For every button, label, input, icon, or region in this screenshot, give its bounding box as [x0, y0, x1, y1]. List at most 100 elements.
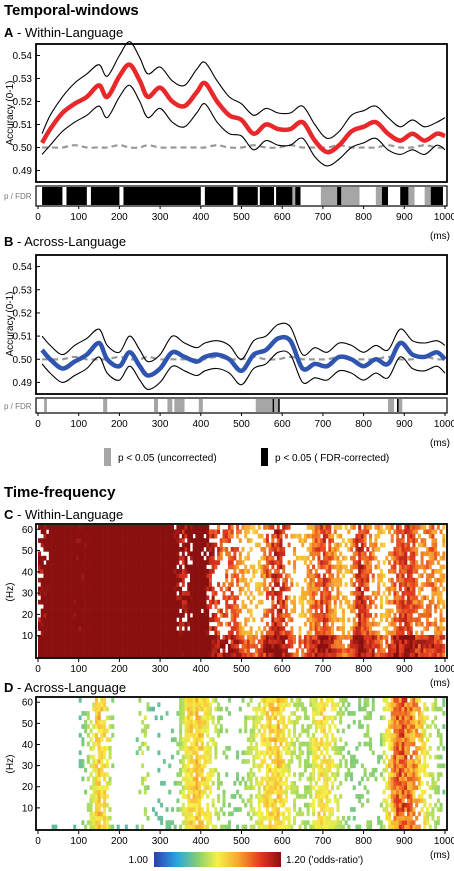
panel-c-cell [398, 529, 402, 535]
panel-d-cell [314, 711, 318, 716]
panel-c-cell [298, 635, 302, 640]
panel-c-cell [363, 613, 367, 618]
panel-d-cell [279, 772, 283, 777]
panel-d-cell [293, 711, 297, 716]
panel-d-cell [331, 737, 335, 742]
panel-b-xtick-label: 900 [396, 419, 413, 430]
panel-d-cell [244, 724, 248, 729]
panel-c-cell [108, 547, 112, 552]
panel-c-cell [189, 635, 193, 640]
panel-c-cell [92, 582, 96, 587]
panel-c-cell [89, 648, 93, 653]
panel-d-cell [252, 737, 256, 742]
panel-c-cell [415, 551, 419, 557]
panel-c-cell [78, 630, 82, 636]
panel-c-cell [100, 608, 104, 614]
panel-c-cell [369, 569, 373, 574]
panel-c-cell [130, 617, 134, 623]
panel-d-cell [252, 728, 256, 734]
panel-c-cell [415, 599, 419, 605]
panel-c-cell [279, 564, 283, 570]
panel-c-cell [284, 613, 288, 618]
panel-c-cell [439, 573, 443, 579]
panel-c-cell [436, 551, 440, 557]
panel-c-cell [379, 599, 383, 605]
panel-d-cell [103, 772, 107, 777]
panel-c-cell [94, 555, 98, 561]
panel-c-cell [187, 595, 191, 601]
panel-d-cell [301, 820, 305, 825]
panel-c-cell [105, 639, 109, 645]
panel-c-cell [249, 639, 253, 645]
panel-c-cell [89, 564, 93, 570]
panel-c-cell [290, 643, 294, 649]
panel-c-cell [173, 582, 177, 587]
panel-d-cell [195, 811, 199, 817]
panel-c-cell [160, 626, 164, 631]
panel-c-cell [206, 630, 210, 636]
panel-d-cell [138, 746, 142, 751]
panel-c-cell [208, 617, 212, 623]
panel-d-cell [100, 737, 104, 742]
panel-c-cell [100, 626, 104, 631]
panel-d-cell [143, 732, 147, 738]
panel-c-cell [157, 599, 161, 605]
panel-c-cell [358, 630, 362, 636]
panel-c-cell [236, 621, 240, 627]
panel-d-cell [219, 824, 223, 830]
panel-c-cell [54, 613, 58, 618]
panel-d-cell [105, 772, 109, 777]
panel-c-cell [436, 599, 440, 605]
panel-c-cell [108, 595, 112, 601]
panel-c-cell [423, 626, 427, 631]
panel-c-cell [165, 533, 169, 539]
panel-c-cell [100, 630, 104, 636]
panel-c-cell [59, 538, 63, 543]
panel-c-cell [442, 577, 446, 583]
panel-c-cell [105, 525, 109, 530]
panel-d-cell [268, 802, 272, 808]
panel-c-cell [168, 617, 172, 623]
panel-c-cell [271, 630, 275, 636]
panel-d-cell [198, 754, 202, 760]
panel-c-cell [320, 547, 324, 552]
panel-c-cell [385, 599, 389, 605]
panel-c-cell [227, 621, 231, 627]
panel-c-cell [154, 635, 158, 640]
panel-c-cell [195, 560, 199, 565]
panel-c-cell [428, 533, 432, 539]
panel-d-cell [165, 824, 169, 830]
panel-c-cell [322, 652, 326, 658]
panel-d-cell [328, 776, 332, 782]
panel-d-cell [260, 820, 264, 825]
panel-c-cell [165, 608, 169, 614]
panel-d-cell [303, 794, 307, 799]
panel-c-cell [124, 577, 128, 583]
panel-c-cell [325, 652, 329, 658]
panel-c-cell [355, 630, 359, 636]
panel-c-cell [132, 599, 136, 605]
panel-c-cell [325, 529, 329, 535]
panel-c-cell [97, 643, 101, 649]
panel-d-cell [274, 741, 278, 747]
panel-d-cell [219, 706, 223, 712]
panel-c-cell [78, 639, 82, 645]
panel-d-cell [208, 785, 212, 790]
panel-c-cell [271, 604, 275, 609]
panel-c-cell [336, 617, 340, 623]
panel-d-cell [173, 780, 177, 786]
panel-c-cell [407, 582, 411, 587]
panel-c-cell [200, 595, 204, 601]
panel-c-cell [51, 569, 55, 574]
panel-c-cell [358, 529, 362, 535]
panel-c-cell [320, 608, 324, 614]
panel-c-cell [246, 595, 250, 601]
panel-c-cell [149, 577, 153, 583]
panel-c-cell [78, 586, 82, 592]
panel-c-cell [366, 626, 370, 631]
panel-c-cell [336, 586, 340, 592]
panel-c-cell [165, 538, 169, 543]
panel-c-cell [138, 542, 142, 548]
panel-c-cell [154, 643, 158, 649]
panel-c-cell [138, 621, 142, 627]
